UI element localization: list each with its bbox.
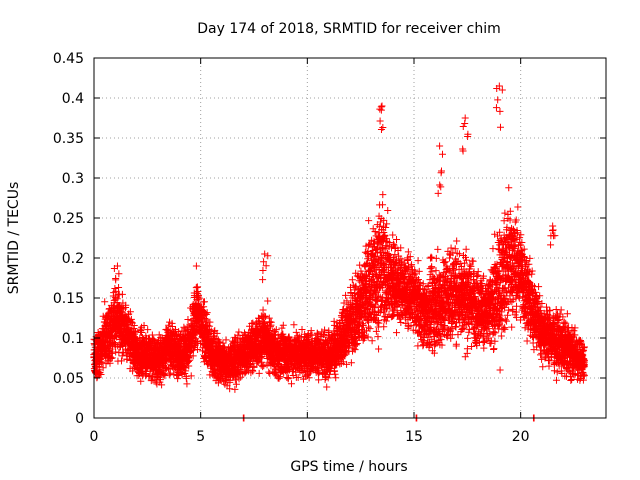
data-point (118, 290, 126, 298)
data-point (148, 331, 156, 339)
data-point (168, 323, 176, 331)
data-point (106, 359, 114, 367)
data-point (166, 369, 174, 377)
data-point (162, 364, 170, 372)
data-point (99, 364, 107, 372)
chart-title: Day 174 of 2018, SRMTID for receiver chi… (197, 21, 501, 37)
data-points (90, 82, 588, 422)
data-point (129, 367, 137, 375)
data-point (144, 326, 152, 334)
data-point (118, 352, 126, 360)
data-point (131, 328, 139, 336)
data-point (150, 336, 158, 344)
data-point (140, 321, 148, 329)
data-point (113, 295, 121, 303)
data-point (122, 301, 130, 309)
data-point (158, 381, 166, 389)
data-point (117, 357, 125, 365)
data-point (119, 348, 127, 356)
data-point (127, 315, 135, 323)
data-point (165, 371, 173, 379)
data-point (101, 298, 109, 306)
data-point (95, 362, 103, 370)
data-point (137, 377, 145, 385)
data-point (115, 284, 123, 292)
data-point (108, 349, 116, 357)
data-point (112, 348, 120, 356)
data-point (97, 370, 105, 378)
data-point (98, 358, 106, 366)
data-point (147, 377, 155, 385)
data-point (126, 308, 134, 316)
